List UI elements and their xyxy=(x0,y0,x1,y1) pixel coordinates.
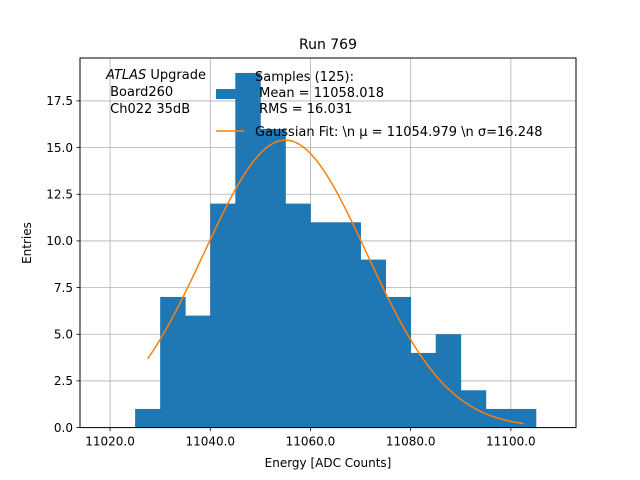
y-tick-label: 2.5 xyxy=(54,374,73,388)
legend-samples-rms: RMS = 16.031 xyxy=(255,102,352,117)
legend: Samples (125): Mean = 11058.018 RMS = 16… xyxy=(216,70,543,140)
histogram-bar xyxy=(435,334,462,428)
legend-samples-title: Samples (125): xyxy=(255,70,354,85)
histogram-bar xyxy=(360,259,387,428)
y-tick-label: 10.0 xyxy=(46,234,73,248)
legend-fit-label: Gaussian Fit: \n μ = 11054.979 \n σ=16.2… xyxy=(255,125,543,140)
y-tick-label: 17.5 xyxy=(46,94,73,108)
histogram-bar xyxy=(335,222,361,428)
x-tick-label: 11020.0 xyxy=(85,435,135,449)
x-axis-label: Energy [ADC Counts] xyxy=(265,456,392,470)
histogram-bar xyxy=(310,222,336,428)
atlas-annotation: ATLAS Upgrade Board260 Ch022 35dB xyxy=(105,68,206,117)
histogram-bar xyxy=(285,203,311,428)
board-label: Board260 xyxy=(106,85,173,100)
legend-samples-mean: Mean = 11058.018 xyxy=(255,86,384,101)
chart-title: Run 769 xyxy=(299,37,357,53)
gaussian-fit xyxy=(147,139,524,425)
x-tick-label: 11060.0 xyxy=(286,435,336,449)
histogram-bar xyxy=(210,203,236,428)
x-tick-label: 11080.0 xyxy=(386,435,436,449)
svg-text:ATLAS Upgrade: ATLAS Upgrade xyxy=(105,68,206,83)
histogram-bar xyxy=(135,408,161,428)
histogram-bars xyxy=(135,72,537,428)
y-tick-label: 15.0 xyxy=(46,141,73,155)
y-tick-label: 0.0 xyxy=(54,421,73,435)
y-axis-ticks: 0.0 2.5 5.0 7.5 10.0 12.5 15.0 17.5 xyxy=(46,94,80,435)
histogram-bar xyxy=(235,72,261,428)
y-axis-label: Entries xyxy=(20,222,34,264)
histogram-bar xyxy=(260,128,286,428)
histogram-bar xyxy=(160,296,186,428)
channel-label: Ch022 35dB xyxy=(106,102,190,117)
gaussian-fit-curve xyxy=(147,139,524,425)
y-tick-label: 7.5 xyxy=(54,281,73,295)
x-tick-label: 11040.0 xyxy=(185,435,235,449)
upgrade-label: Upgrade xyxy=(146,68,206,83)
histogram-bar xyxy=(510,408,537,428)
plot-frame xyxy=(79,57,577,429)
x-axis-ticks: 11020.0 11040.0 11060.0 11080.0 11100.0 xyxy=(85,427,536,449)
atlas-label: ATLAS xyxy=(105,68,146,83)
y-tick-label: 5.0 xyxy=(54,328,73,342)
x-tick-label: 11100.0 xyxy=(486,435,536,449)
legend-samples-swatch xyxy=(216,89,244,99)
histogram-bar xyxy=(185,315,211,428)
histogram-bar xyxy=(460,390,487,428)
y-tick-label: 12.5 xyxy=(46,188,73,202)
histogram-bar xyxy=(410,352,437,428)
